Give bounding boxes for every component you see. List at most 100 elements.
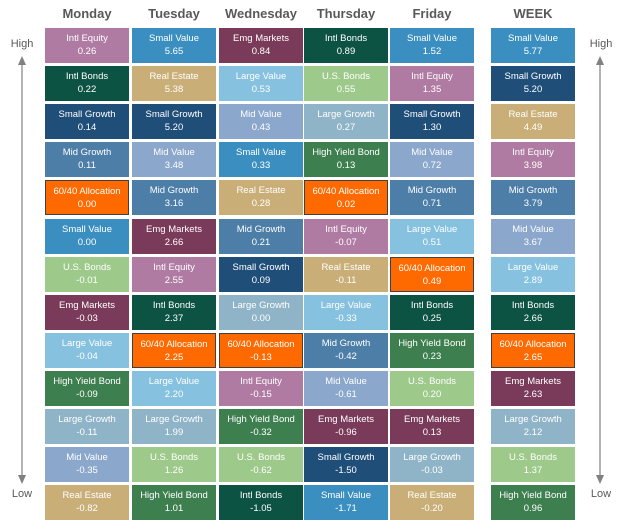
- asset-cell: Large Growth 2.12: [491, 409, 575, 444]
- asset-cell: Mid Growth 0.11: [45, 142, 129, 178]
- asset-return-value: 2.65: [523, 351, 543, 363]
- asset-return-value: -0.13: [250, 351, 272, 363]
- asset-cell: Emg Markets 0.84: [219, 28, 303, 63]
- asset-cell: U.S. Bonds 1.37: [491, 447, 575, 483]
- asset-return-value: -0.04: [76, 350, 98, 362]
- asset-return-value: -1.50: [335, 465, 357, 477]
- asset-return-value: 0.51: [422, 236, 442, 248]
- asset-return-value: -0.07: [335, 236, 357, 248]
- asset-cell: Mid Growth 3.79: [491, 180, 575, 216]
- asset-name: Mid Value: [411, 147, 453, 159]
- asset-return-value: 3.16: [164, 198, 184, 210]
- asset-name: High Yield Bond: [398, 337, 466, 349]
- asset-name: Small Value: [149, 33, 199, 44]
- asset-return-value: -0.82: [76, 503, 98, 515]
- asset-return-value: -0.42: [335, 350, 357, 362]
- high-label-left: High: [10, 38, 34, 50]
- column-header-wednesday: Wednesday: [224, 6, 297, 21]
- asset-name: Large Value: [235, 71, 287, 83]
- asset-cell: Small Value -1.71: [304, 485, 388, 520]
- asset-cell: 60/40 Allocation 2.25: [132, 332, 216, 368]
- asset-cell: Small Value 5.65: [132, 28, 216, 63]
- asset-return-value: 0.55: [336, 84, 356, 96]
- asset-name: Intl Equity: [66, 33, 108, 44]
- asset-name: Intl Equity: [240, 375, 282, 387]
- asset-name: Mid Growth: [236, 223, 286, 235]
- asset-cell: 60/40 Allocation 2.65: [491, 332, 575, 368]
- asset-return-value: 2.12: [523, 427, 543, 438]
- asset-return-value: -0.62: [250, 465, 272, 477]
- asset-return-value: 1.30: [422, 122, 442, 134]
- asset-cell: Intl Equity 2.55: [132, 256, 216, 292]
- asset-return-value: 0.33: [251, 160, 271, 172]
- asset-name: U.S. Bonds: [236, 452, 286, 464]
- asset-cell: Small Growth 1.30: [390, 104, 474, 140]
- asset-return-value: 0.84: [251, 46, 271, 57]
- asset-cell: Large Value -0.33: [304, 294, 388, 330]
- asset-cell: Small Growth 5.20: [132, 104, 216, 140]
- column-header-week: WEEK: [513, 6, 553, 21]
- asset-name: Large Growth: [504, 414, 562, 425]
- asset-cell: Emg Markets -0.03: [45, 294, 129, 330]
- asset-cell: Small Growth 0.14: [45, 104, 129, 140]
- asset-name: Emg Markets: [59, 299, 115, 311]
- asset-return-value: 0.72: [422, 160, 442, 172]
- asset-name: Emg Markets: [233, 33, 289, 44]
- asset-name: Intl Bonds: [410, 299, 454, 311]
- asset-name: Large Growth: [145, 414, 203, 425]
- asset-cell: Mid Value 0.43: [219, 104, 303, 140]
- asset-name: Small Value: [508, 33, 558, 44]
- asset-name: Small Growth: [504, 71, 562, 83]
- asset-cell: Small Value 0.00: [45, 218, 129, 254]
- asset-return-value: 0.28: [251, 198, 271, 210]
- asset-name: Mid Value: [153, 147, 195, 159]
- asset-cell: Intl Bonds 0.89: [304, 28, 388, 63]
- asset-cell: Emg Markets 2.66: [132, 218, 216, 254]
- asset-cell: Large Growth -0.03: [390, 447, 474, 483]
- asset-cell: Mid Value -0.35: [45, 447, 129, 483]
- high-label-right: High: [589, 38, 613, 50]
- asset-name: Mid Value: [66, 452, 108, 464]
- asset-cell: Large Value -0.04: [45, 332, 129, 368]
- asset-cell: U.S. Bonds 0.55: [304, 66, 388, 102]
- asset-name: Mid Growth: [149, 185, 199, 197]
- asset-return-value: 5.65: [164, 46, 184, 57]
- asset-return-value: -0.35: [76, 465, 98, 477]
- asset-cell: Small Value 0.33: [219, 142, 303, 178]
- asset-return-value: 0.13: [336, 160, 356, 172]
- asset-return-value: 0.13: [422, 427, 442, 438]
- up-down-arrow-left: [18, 56, 26, 484]
- asset-name: Intl Bonds: [152, 299, 196, 311]
- asset-cell: Real Estate 0.28: [219, 180, 303, 216]
- asset-return-value: -0.32: [250, 427, 272, 438]
- asset-return-value: -0.33: [335, 312, 357, 324]
- asset-return-value: 5.20: [523, 84, 543, 96]
- asset-cell: Intl Equity -0.15: [219, 370, 303, 406]
- asset-cell: Intl Equity -0.07: [304, 218, 388, 254]
- asset-cell: 60/40 Allocation 0.00: [45, 180, 129, 216]
- asset-return-value: 0.53: [251, 84, 271, 96]
- asset-name: 60/40 Allocation: [140, 338, 208, 350]
- asset-return-value: 2.37: [164, 312, 184, 324]
- asset-name: Large Growth: [317, 109, 375, 121]
- asset-return-value: 0.00: [251, 312, 271, 324]
- asset-cell: 60/40 Allocation 0.49: [390, 256, 474, 292]
- asset-return-value: 2.55: [164, 274, 184, 286]
- asset-name: High Yield Bond: [53, 375, 121, 387]
- asset-cell: 60/40 Allocation -0.13: [219, 332, 303, 368]
- asset-cell: Mid Growth 0.71: [390, 180, 474, 216]
- asset-cell: Small Growth -1.50: [304, 447, 388, 483]
- asset-name: Intl Bonds: [239, 490, 283, 502]
- asset-cell: Small Value 5.77: [491, 28, 575, 63]
- asset-cell: High Yield Bond 0.23: [390, 332, 474, 368]
- asset-name: 60/40 Allocation: [312, 186, 380, 198]
- asset-return-value: 0.22: [77, 84, 97, 96]
- asset-return-value: 0.43: [251, 122, 271, 134]
- asset-name: Mid Growth: [62, 147, 112, 159]
- asset-return-value: 0.02: [336, 199, 356, 211]
- asset-name: Large Value: [507, 261, 559, 273]
- asset-name: Real Estate: [149, 71, 199, 83]
- asset-return-value: -0.03: [76, 312, 98, 324]
- asset-cell: Mid Value 3.48: [132, 142, 216, 178]
- asset-return-value: 2.66: [164, 236, 184, 248]
